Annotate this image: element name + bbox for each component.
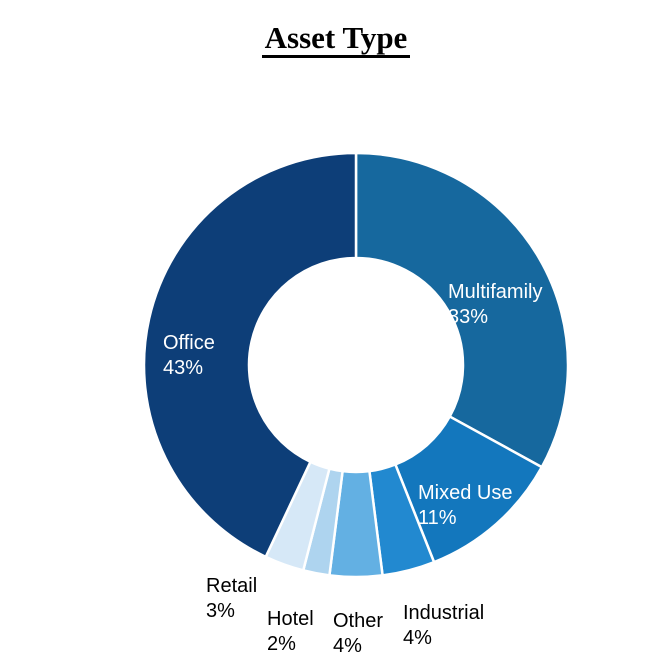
- donut-segment-office: [142, 151, 358, 559]
- chart-title-row: Asset Type: [0, 21, 672, 58]
- chart-title: Asset Type: [261, 21, 411, 58]
- donut-segment-multifamily: [354, 151, 570, 469]
